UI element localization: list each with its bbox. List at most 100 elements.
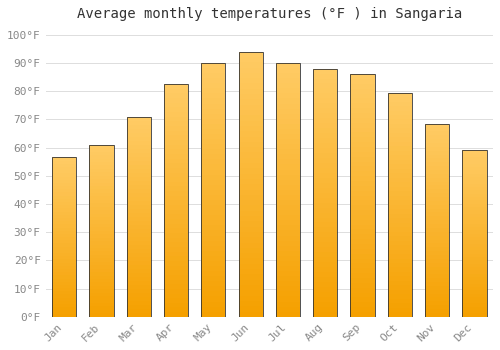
Bar <box>388 178 412 182</box>
Bar <box>350 181 374 186</box>
Bar <box>425 131 449 135</box>
Bar <box>276 93 300 98</box>
Bar <box>276 83 300 88</box>
Bar <box>164 280 188 284</box>
Bar <box>164 98 188 103</box>
Bar <box>350 312 374 317</box>
Bar <box>238 147 263 152</box>
Bar <box>462 210 486 214</box>
Bar <box>425 212 449 216</box>
Bar <box>201 180 226 185</box>
Bar <box>164 140 188 145</box>
Bar <box>350 98 374 103</box>
Bar <box>425 224 449 228</box>
Bar <box>90 196 114 200</box>
Bar <box>425 301 449 305</box>
Bar <box>238 158 263 163</box>
Bar <box>238 306 263 312</box>
Bar <box>350 94 374 98</box>
Bar <box>238 195 263 200</box>
Bar <box>350 293 374 297</box>
Bar <box>52 221 76 224</box>
Bar <box>276 114 300 119</box>
Bar <box>388 142 412 146</box>
Bar <box>313 78 338 84</box>
Bar <box>126 233 151 237</box>
Bar <box>201 236 226 241</box>
Bar <box>462 253 486 257</box>
Bar <box>350 259 374 264</box>
Bar <box>462 310 486 314</box>
Bar <box>462 204 486 207</box>
Bar <box>276 88 300 93</box>
Bar <box>276 78 300 83</box>
Bar <box>425 139 449 143</box>
Bar <box>462 170 486 174</box>
Bar <box>52 269 76 272</box>
Bar <box>276 144 300 149</box>
Bar <box>126 117 151 317</box>
Bar <box>52 158 76 317</box>
Bar <box>238 52 263 57</box>
Bar <box>126 136 151 141</box>
Bar <box>462 287 486 290</box>
Bar <box>90 265 114 269</box>
Bar <box>462 214 486 217</box>
Bar <box>462 160 486 164</box>
Bar <box>90 210 114 214</box>
Bar <box>276 312 300 317</box>
Bar <box>90 148 114 152</box>
Bar <box>388 250 412 254</box>
Bar <box>238 312 263 317</box>
Bar <box>238 84 263 89</box>
Bar <box>462 224 486 227</box>
Bar <box>126 133 151 136</box>
Bar <box>201 68 226 73</box>
Bar <box>201 185 226 190</box>
Bar <box>350 283 374 288</box>
Bar <box>388 218 412 223</box>
Bar <box>350 186 374 191</box>
Bar <box>462 167 486 170</box>
Bar <box>126 277 151 281</box>
Bar <box>462 314 486 317</box>
Bar <box>201 139 226 144</box>
Bar <box>126 293 151 297</box>
Bar <box>201 149 226 154</box>
Bar <box>164 219 188 224</box>
Bar <box>425 124 449 127</box>
Bar <box>52 180 76 183</box>
Bar <box>201 78 226 83</box>
Bar <box>164 201 188 205</box>
Bar <box>462 180 486 184</box>
Bar <box>52 205 76 209</box>
Bar <box>425 290 449 294</box>
Bar <box>126 197 151 201</box>
Bar <box>126 201 151 205</box>
Bar <box>350 230 374 235</box>
Bar <box>425 135 449 139</box>
Bar <box>52 253 76 256</box>
Bar <box>313 237 338 242</box>
Bar <box>276 154 300 159</box>
Bar <box>313 257 338 262</box>
Bar <box>201 205 226 210</box>
Bar <box>201 231 226 236</box>
Bar <box>164 256 188 261</box>
Bar <box>350 89 374 94</box>
Bar <box>126 257 151 261</box>
Bar <box>425 197 449 201</box>
Bar <box>313 158 338 163</box>
Bar <box>90 220 114 224</box>
Bar <box>388 294 412 299</box>
Bar <box>462 150 486 154</box>
Bar <box>425 127 449 131</box>
Bar <box>201 215 226 220</box>
Bar <box>164 159 188 163</box>
Bar <box>90 183 114 186</box>
Bar <box>90 145 114 148</box>
Bar <box>164 210 188 215</box>
Bar <box>52 202 76 205</box>
Bar <box>238 136 263 142</box>
Bar <box>201 251 226 256</box>
